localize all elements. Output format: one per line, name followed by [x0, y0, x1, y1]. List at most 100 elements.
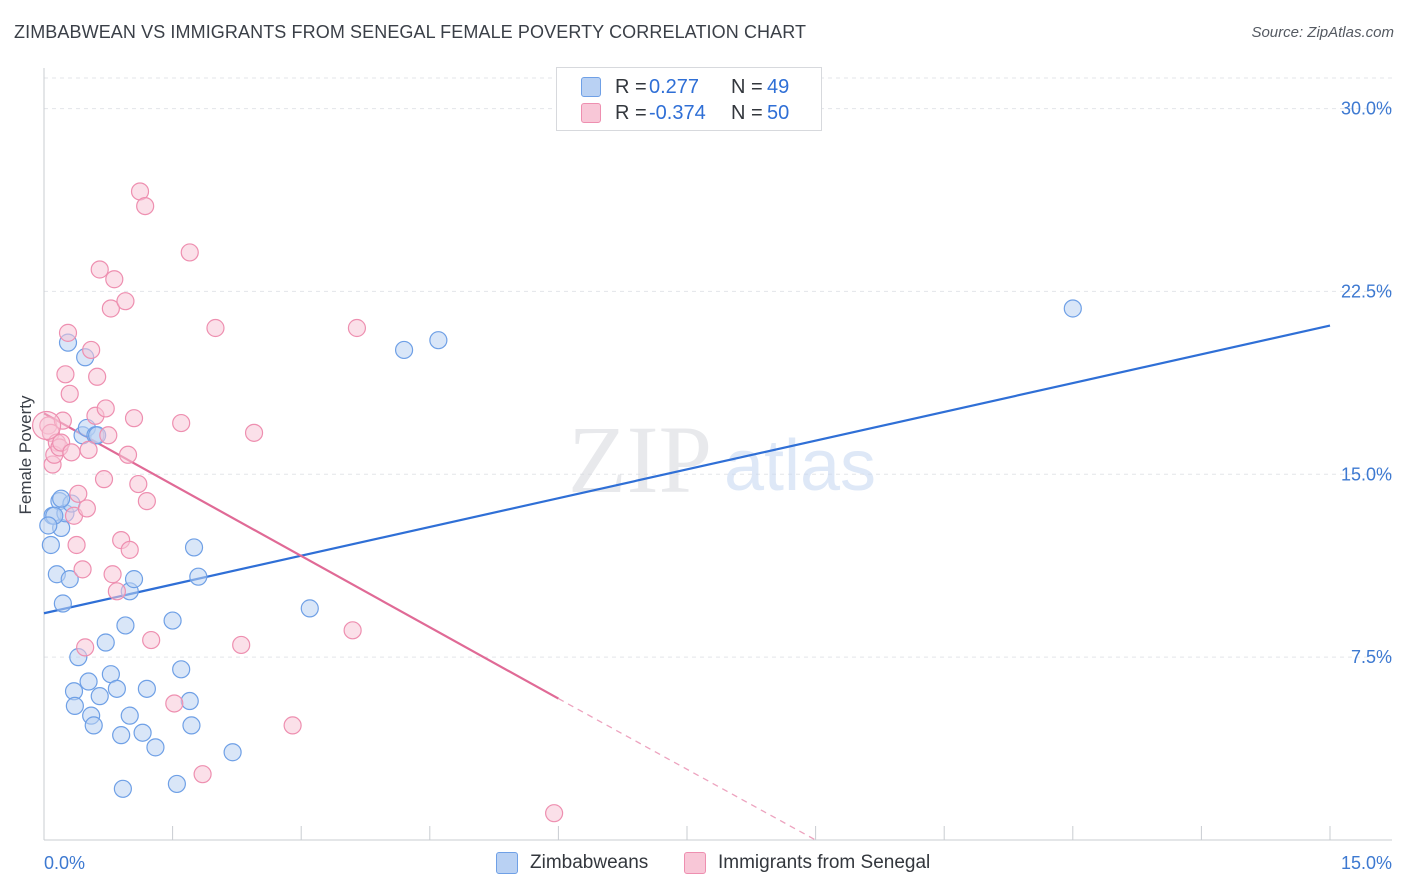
point-senegal [67, 535, 86, 555]
point-senegal [56, 365, 75, 384]
n-label: N = [731, 75, 763, 98]
point-senegal [96, 399, 115, 418]
point-senegal [94, 470, 114, 489]
point-senegal [99, 426, 118, 445]
chart-title: ZIMBABWEAN VS IMMIGRANTS FROM SENEGAL FE… [14, 22, 807, 42]
point-zimbabweans [96, 633, 115, 652]
legend-swatch-senegal [684, 852, 706, 874]
point-zimbabweans [79, 672, 98, 691]
n-label: N = [731, 101, 763, 124]
point-senegal [58, 323, 78, 342]
trend-line-senegal-extrapolated [558, 698, 816, 841]
point-zimbabweans [429, 331, 448, 350]
point-senegal [101, 299, 120, 318]
point-zimbabweans [65, 696, 84, 716]
trend-layer [43, 324, 1331, 841]
stats-row-senegal: R = -0.374 N = 50 [581, 100, 789, 126]
point-senegal [76, 638, 95, 657]
point-senegal [165, 694, 184, 713]
r-label: R = [615, 75, 647, 98]
point-senegal [244, 423, 264, 442]
point-zimbabweans [394, 340, 414, 360]
legend-label-senegal: Immigrants from Senegal [718, 852, 931, 873]
point-zimbabweans [120, 706, 139, 725]
watermark-atlas: atlas [724, 426, 876, 506]
point-zimbabweans [172, 660, 191, 679]
point-zimbabweans [112, 726, 131, 745]
legend-item-senegal[interactable]: Immigrants from Senegal [684, 852, 930, 874]
x-tick-label: 0.0% [44, 853, 85, 873]
r-value: -0.374 [649, 101, 706, 124]
n-value: 50 [767, 101, 790, 124]
y-tick-label: 22.5% [1341, 281, 1392, 301]
legend-item-zimbabweans[interactable]: Zimbabweans [496, 852, 648, 874]
point-senegal [60, 384, 79, 403]
x-tick-label: 15.0% [1341, 853, 1392, 873]
point-zimbabweans [113, 779, 132, 798]
legend-label-zimbabweans: Zimbabweans [530, 852, 649, 873]
point-senegal [137, 492, 156, 511]
axis-layer [43, 68, 1392, 841]
point-zimbabweans [39, 516, 58, 535]
point-senegal [180, 243, 199, 262]
watermark: ZIP atlas [568, 406, 876, 513]
trend-line-zimbabweans [43, 324, 1331, 615]
point-senegal [193, 765, 212, 784]
point-senegal [53, 411, 72, 430]
stats-row-zimbabweans: R = 0.277 N = 49 [581, 74, 789, 100]
point-zimbabweans [180, 691, 199, 711]
point-senegal [343, 621, 362, 640]
point-senegal [120, 540, 139, 559]
point-zimbabweans [223, 743, 242, 762]
grid-layer [44, 77, 1392, 658]
point-senegal [172, 413, 191, 433]
points-layer [31, 182, 1082, 823]
point-senegal [107, 582, 126, 601]
point-senegal [283, 716, 302, 735]
point-zimbabweans [116, 616, 135, 635]
point-senegal [62, 443, 81, 462]
point-senegal [206, 318, 225, 338]
point-senegal [545, 804, 564, 823]
legend-swatch-zimbabweans [496, 852, 518, 874]
point-zimbabweans [60, 570, 79, 589]
point-senegal [136, 196, 155, 216]
point-senegal [347, 318, 367, 338]
point-zimbabweans [53, 594, 72, 613]
y-tick-label: 15.0% [1341, 464, 1392, 484]
point-zimbabweans [90, 687, 109, 706]
n-value: 49 [767, 75, 790, 98]
point-senegal [69, 484, 88, 503]
point-zimbabweans [133, 723, 152, 742]
point-senegal [73, 560, 92, 579]
series-legend: Zimbabweans Immigrants from Senegal [0, 852, 1406, 878]
point-senegal [31, 410, 62, 441]
point-zimbabweans [84, 716, 103, 735]
point-zimbabweans [41, 535, 60, 555]
point-zimbabweans [300, 599, 319, 618]
r-label: R = [615, 101, 647, 124]
point-senegal [129, 474, 148, 494]
point-senegal [116, 292, 135, 311]
swatch-zimbabweans [581, 77, 601, 97]
point-zimbabweans [137, 679, 156, 698]
y-tick-label: 7.5% [1351, 647, 1392, 667]
tick-label-layer: 7.5% 15.0% 22.5% 30.0% 0.0% 15.0% [44, 99, 1392, 873]
point-senegal [90, 260, 109, 279]
source-label: Source: ZipAtlas.com [1251, 24, 1394, 41]
point-senegal [232, 635, 251, 655]
point-zimbabweans [107, 679, 126, 698]
point-senegal [82, 340, 101, 360]
point-zimbabweans [163, 611, 182, 630]
point-zimbabweans [52, 489, 71, 508]
point-senegal [79, 440, 98, 460]
point-zimbabweans [184, 538, 204, 557]
point-zimbabweans [1063, 299, 1082, 318]
point-senegal [105, 270, 124, 289]
point-senegal [88, 367, 107, 386]
stats-legend: R = 0.277 N = 49 R = -0.374 N = 50 [556, 67, 822, 131]
point-zimbabweans [189, 567, 208, 586]
point-senegal [103, 565, 122, 584]
watermark-zip: ZIP [568, 406, 712, 513]
